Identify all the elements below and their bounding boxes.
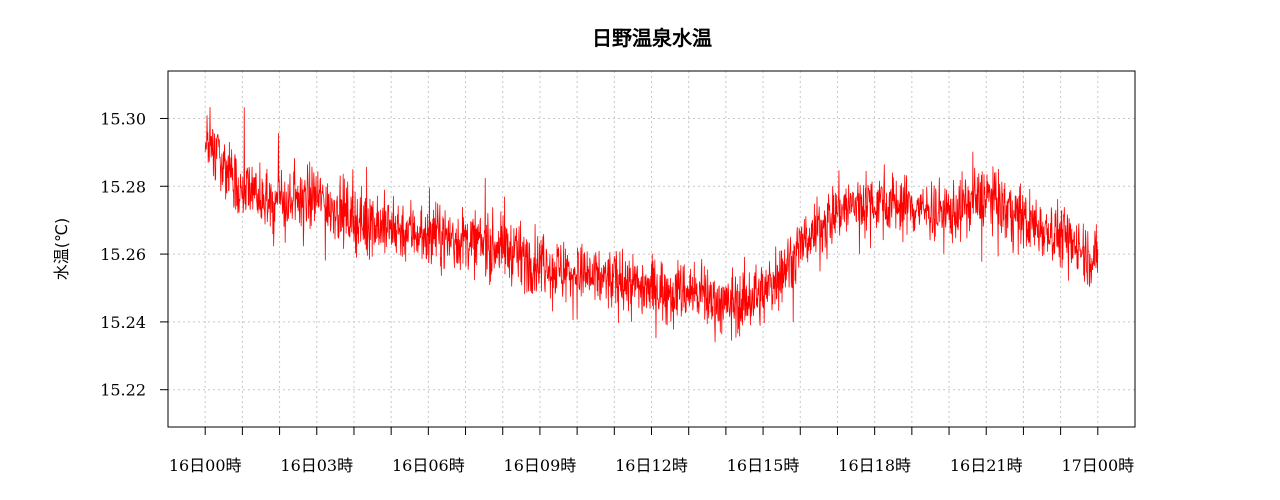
- series-path: [204, 107, 1099, 343]
- grid-lines: [168, 71, 1135, 427]
- x-tick-label: 16日06時: [392, 456, 465, 475]
- y-tick-label: 15.26: [100, 245, 146, 264]
- chart-title: 日野温泉水温: [592, 26, 712, 50]
- x-tick-label: 16日18時: [838, 456, 911, 475]
- y-tick-label: 15.30: [100, 109, 146, 128]
- x-axis: 16日00時 16日03時 16日06時 16日09時 16日12時 16日15時 16日1…: [169, 427, 1134, 475]
- y-axis: 15.22 15.24 15.26 15.28 15.30: [100, 109, 168, 400]
- y-tick-label: 15.28: [100, 177, 146, 196]
- x-tick-label: 16日00時: [169, 456, 242, 475]
- series-line: [204, 107, 1099, 343]
- x-tick-label: 16日12時: [615, 456, 688, 475]
- y-tick-label: 15.22: [100, 381, 146, 400]
- x-tick-label: 16日15時: [727, 456, 800, 475]
- y-axis-label: 水温(℃): [52, 218, 71, 280]
- x-tick-label: 16日21時: [950, 456, 1023, 475]
- y-tick-label: 15.24: [100, 313, 146, 332]
- x-tick-label: 16日09時: [504, 456, 577, 475]
- x-tick-label: 16日03時: [280, 456, 353, 475]
- x-tick-label: 17日00時: [1061, 456, 1134, 475]
- plot-frame: [167, 70, 1136, 428]
